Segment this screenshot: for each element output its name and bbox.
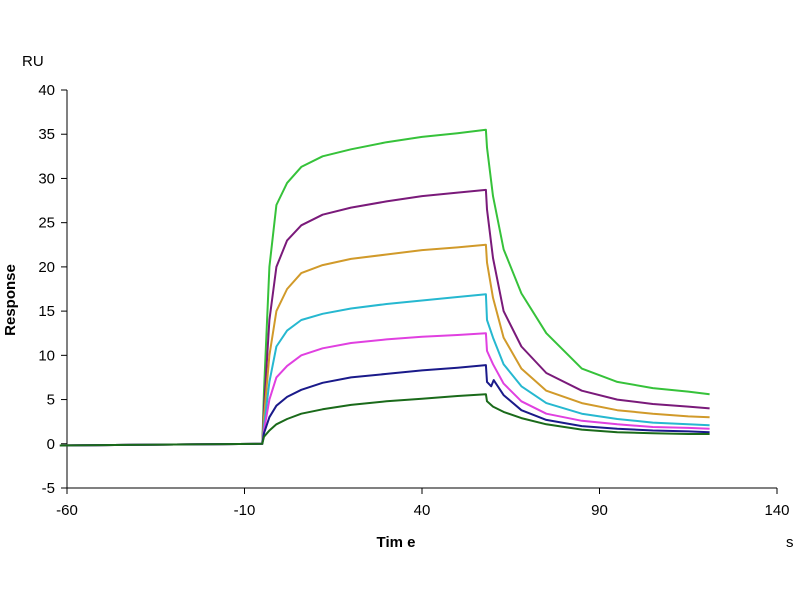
series-line-7	[59, 393, 710, 447]
y-axis-title: Response	[2, 264, 19, 336]
y-tick-label: 35	[38, 126, 55, 143]
y-tick-label: 40	[38, 82, 55, 99]
y-tick-label: 30	[38, 170, 55, 187]
y-tick-label: 20	[38, 259, 55, 276]
axes: -5 0 5 10 15 20 25 30 35 40 -60 -10 40 90 140	[38, 82, 789, 519]
x-axis-title: Tim e	[377, 534, 416, 551]
y-tick-label: 0	[47, 436, 55, 453]
y-axis-unit: RU	[22, 53, 44, 70]
y-tick-label: 15	[38, 303, 55, 320]
series-line-6	[59, 364, 710, 447]
series-line-2	[59, 188, 710, 447]
series-line-5	[59, 332, 710, 447]
series-line-3	[59, 243, 710, 447]
x-axis-unit: s	[786, 534, 794, 551]
series-line-1	[59, 128, 710, 447]
x-tick-label: 140	[764, 502, 789, 519]
x-tick-label: -10	[234, 502, 256, 519]
series-layer	[59, 128, 710, 447]
x-tick-label: 90	[591, 502, 608, 519]
y-tick-label: 25	[38, 215, 55, 232]
y-tick-label: -5	[42, 480, 55, 497]
x-ticks: -60 -10 40 90 140	[56, 488, 790, 519]
series-line-4	[59, 293, 710, 447]
x-tick-label: 40	[414, 502, 431, 519]
x-tick-label: -60	[56, 502, 78, 519]
y-tick-label: 10	[38, 347, 55, 364]
y-tick-label: 5	[47, 392, 55, 409]
y-ticks: -5 0 5 10 15 20 25 30 35 40	[38, 82, 67, 497]
